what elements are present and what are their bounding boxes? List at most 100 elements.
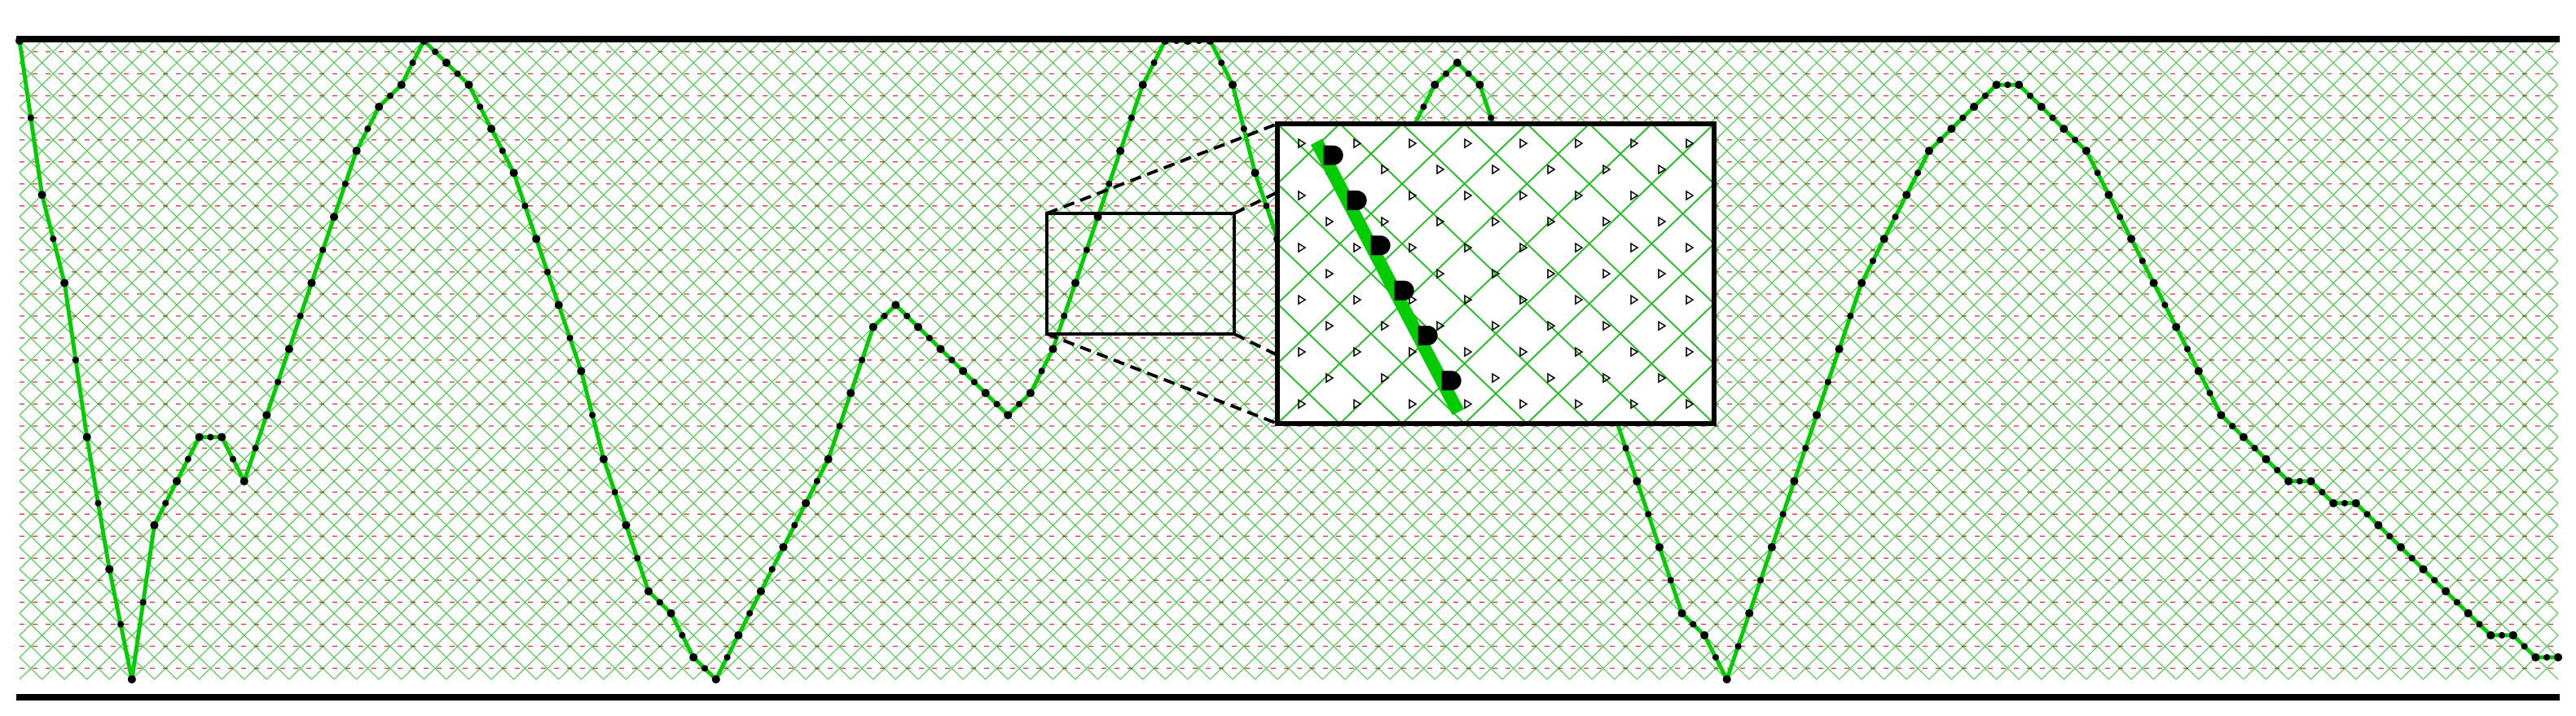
inset-lattice-marker [1409, 346, 1418, 358]
path-vertex [150, 521, 159, 529]
path-vertex [2521, 643, 2528, 650]
path-vertex [207, 433, 214, 441]
inset-path-marker [1394, 280, 1414, 301]
path-vertex [891, 301, 900, 310]
path-vertex [1947, 125, 1956, 134]
inset-lattice-marker [1325, 216, 1334, 227]
path-vertex [173, 477, 182, 485]
inset-lattice-marker [1630, 242, 1639, 253]
path-vertex [1767, 542, 1776, 551]
inset-lattice-marker [1630, 346, 1639, 358]
inset-lattice-marker [1409, 138, 1418, 149]
path-vertex [2117, 213, 2124, 221]
path-vertex [2508, 630, 2517, 639]
path-vertex [1700, 630, 1709, 639]
path-vertex [1645, 511, 1652, 518]
path-vertex [2037, 103, 2046, 112]
path-vertex [2139, 257, 2146, 265]
inset-lattice-marker [1353, 138, 1362, 149]
inset-lattice-marker [1409, 294, 1418, 305]
path-vertex [2306, 477, 2315, 485]
path-vertex [499, 147, 506, 155]
inset-lattice-marker [1325, 372, 1334, 384]
path-vertex [2374, 521, 2383, 529]
path-vertex [352, 147, 361, 156]
path-vertex [319, 246, 327, 253]
inset-lattice-marker [1575, 190, 1584, 201]
path-vertex [375, 103, 384, 112]
zoom-connector-right-top [1233, 191, 1278, 215]
path-vertex [1016, 401, 1023, 408]
inset-lattice-marker [1686, 138, 1695, 149]
inset-lattice-marker [1519, 138, 1528, 149]
path-vertex [2239, 433, 2248, 441]
path-vertex [1959, 114, 1967, 121]
path-vertex [1048, 345, 1057, 354]
path-vertex [477, 103, 484, 111]
path-vertex [868, 323, 877, 332]
inset-lattice-marker [1658, 372, 1667, 384]
path-vertex [2284, 477, 2293, 485]
path-vertex [1218, 59, 1225, 67]
path-vertex [364, 125, 371, 133]
path-vertex [2161, 301, 2169, 309]
path-vertex [2351, 499, 2360, 507]
path-vertex [2104, 191, 2113, 200]
path-vertex [970, 379, 978, 386]
path-vertex [509, 169, 518, 178]
inset-lattice-marker [1298, 138, 1307, 149]
path-vertex [521, 202, 529, 209]
inset-lattice-marker [1519, 398, 1528, 410]
inset-lattice-marker [1353, 346, 1362, 358]
inset-lattice-marker [1436, 216, 1445, 227]
path-vertex [2296, 477, 2303, 485]
path-vertex [397, 81, 406, 90]
inset-lattice-marker [1658, 164, 1667, 175]
path-vertex [1475, 81, 1484, 90]
path-vertex [689, 652, 698, 661]
path-vertex [1835, 345, 1844, 354]
inset-lattice-marker [1325, 320, 1334, 332]
path-vertex [1779, 511, 1787, 518]
path-vertex [2194, 367, 2203, 376]
path-vertex [409, 59, 416, 67]
path-vertex [1981, 92, 1989, 99]
path-vertex [2464, 608, 2473, 617]
path-vertex [60, 279, 69, 288]
path-vertex [554, 301, 563, 310]
path-vertex [791, 521, 798, 529]
path-vertex [2442, 586, 2451, 595]
path-vertex [1902, 191, 1911, 200]
zoom-connector-top [1046, 122, 1278, 215]
inset-lattice-marker [1686, 398, 1695, 410]
path-vertex [925, 334, 933, 341]
path-vertex [1071, 279, 1080, 288]
path-vertex [599, 455, 608, 463]
inset-lattice-marker [1519, 294, 1528, 305]
path-vertex [275, 379, 282, 386]
inset-lattice-marker [1409, 190, 1418, 201]
inset-lattice-marker [1298, 346, 1307, 358]
path-vertex [2363, 511, 2371, 518]
inset-lattice-marker [1298, 190, 1307, 201]
path-vertex [2015, 81, 2024, 90]
path-vertex [1128, 114, 1135, 121]
inset-lattice-marker [1686, 294, 1695, 305]
inset-lattice-marker [1298, 242, 1307, 253]
inset-lattice-marker [1547, 164, 1556, 175]
path-vertex [2319, 489, 2326, 496]
path-vertex [903, 312, 911, 319]
path-vertex [2453, 599, 2460, 606]
path-vertex [442, 59, 451, 68]
path-vertex [2396, 542, 2405, 551]
inset-lattice-marker [1381, 216, 1390, 227]
path-vertex [1970, 103, 1979, 112]
path-vertex [2206, 389, 2213, 397]
path-vertex [127, 675, 136, 683]
path-vertex [1857, 279, 1866, 288]
path-vertex [981, 389, 990, 398]
inset-path-marker [1418, 325, 1438, 345]
path-vertex [2072, 136, 2079, 143]
